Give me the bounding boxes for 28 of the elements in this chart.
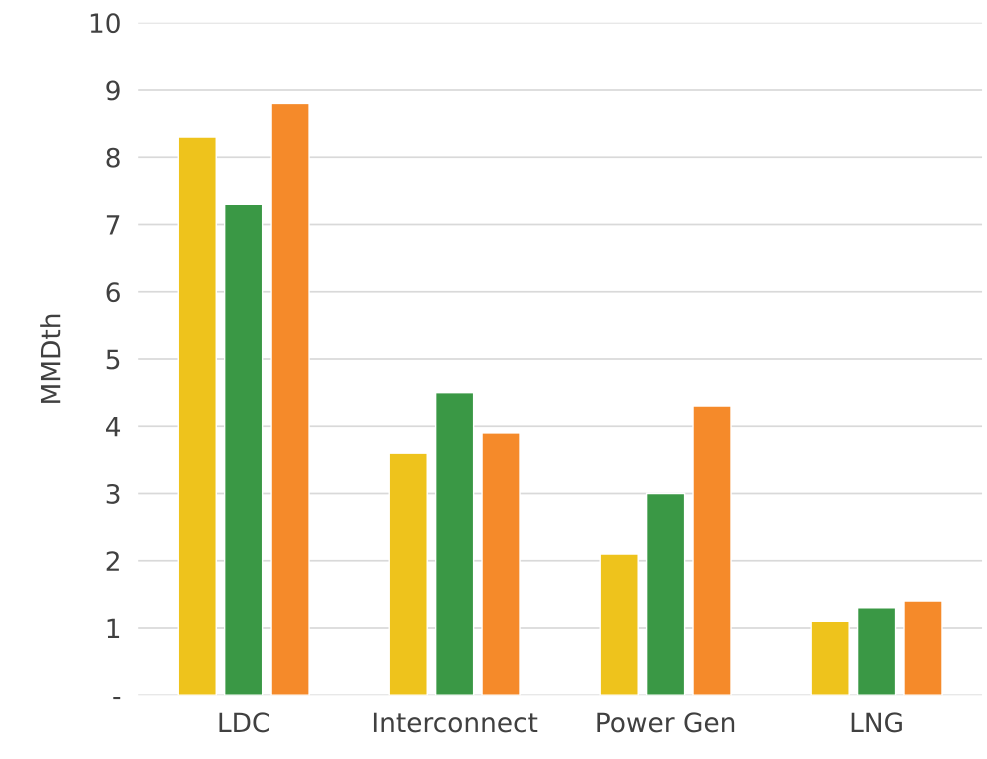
y-tick-label: 1: [108, 618, 120, 638]
y-tick-label: 5: [106, 350, 120, 370]
y-tick-label: 4: [106, 417, 120, 436]
y-tick-label: 7: [106, 215, 120, 235]
bar: [388, 452, 428, 696]
bar: [903, 600, 943, 696]
y-tick-label: 2: [106, 551, 119, 571]
y-tick-label: 6: [106, 282, 120, 302]
bar: [810, 620, 850, 696]
y-tick-label: 9: [106, 80, 120, 100]
bar: [856, 607, 896, 696]
x-tick-label: Power Gen: [597, 712, 734, 732]
x-tick-label: LNG: [852, 712, 902, 732]
bar: [434, 392, 474, 696]
bar: [270, 102, 310, 696]
y-axis-title: MMDth: [40, 314, 60, 403]
x-tick-label: LDC: [220, 712, 269, 732]
y-tick-label: 8: [106, 148, 120, 168]
bar: [600, 553, 639, 696]
x-tick-label: Interconnect: [374, 712, 538, 732]
y-tick-label: 10: [90, 13, 120, 34]
bar: [178, 136, 217, 696]
y-tick-label: 3: [106, 484, 120, 504]
bar: [646, 492, 686, 696]
y-tick-label: -: [113, 696, 120, 700]
bar: [224, 204, 264, 696]
bar: [481, 432, 521, 696]
bar: [692, 405, 732, 696]
